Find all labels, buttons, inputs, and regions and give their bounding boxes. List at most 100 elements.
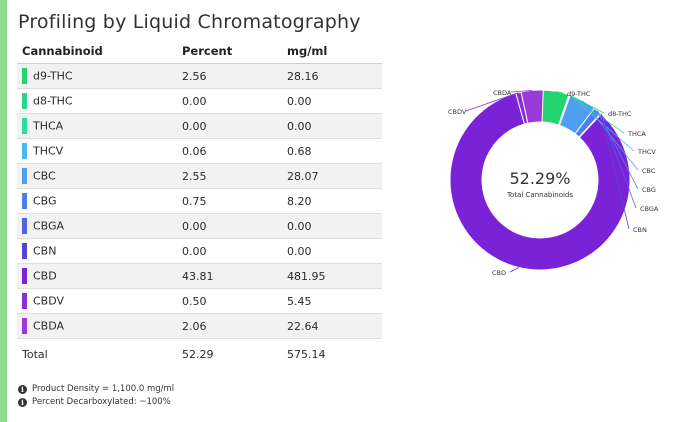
percent-cell: 0.50 — [182, 288, 287, 314]
cannabinoid-name-cell: THCA — [17, 113, 182, 139]
color-swatch — [22, 243, 27, 259]
table-row: CBN 0.00 0.00 — [17, 238, 382, 264]
table-row: THCA 0.00 0.00 — [17, 113, 382, 139]
chart-center-label: Total Cannabinoids — [506, 191, 573, 199]
cannabinoid-name: CBG — [33, 194, 57, 208]
table-row: d9-THC 2.56 28.16 — [17, 63, 382, 89]
slice-label-thca: THCA — [627, 130, 646, 138]
mgml-cell: 481.95 — [287, 263, 382, 289]
mgml-cell: 0.00 — [287, 88, 382, 114]
cannabinoid-name-cell: CBG — [17, 188, 182, 214]
leader-line-cbda — [510, 89, 533, 93]
table-row: CBDA 2.06 22.64 — [17, 313, 382, 339]
donut-slice-cbd[interactable] — [449, 92, 631, 271]
cannabinoid-donut-chart: d9-THC d8-THC THCA THCV CBC CBG CBGA CBN CBD CBDV… — [448, 89, 659, 277]
color-swatch — [22, 218, 27, 234]
slice-label-cbga: CBGA — [640, 205, 659, 213]
mgml-cell: 0.00 — [287, 213, 382, 239]
cannabinoid-name-cell: CBC — [17, 163, 182, 189]
footnotes: i Product Density = 1,100.0 mg/ml i Perc… — [18, 383, 174, 409]
slice-label-cbdv: CBDV — [448, 108, 467, 116]
leader-line-d9-thc — [555, 90, 564, 94]
slice-label-cbn: CBN — [633, 226, 647, 234]
mgml-cell: 5.45 — [287, 288, 382, 314]
table-row: CBD 43.81 481.95 — [17, 263, 382, 289]
slice-label-thcv: THCV — [637, 148, 656, 156]
total-mgml: 575.14 — [287, 338, 382, 367]
cannabinoid-name-cell: CBGA — [17, 213, 182, 239]
column-header-cannabinoid: Cannabinoid — [17, 39, 182, 64]
cannabinoid-name-cell: CBD — [17, 263, 182, 289]
leader-line-cbga — [600, 113, 637, 209]
color-swatch — [22, 193, 27, 209]
color-swatch — [22, 93, 27, 109]
note-decarb: i Percent Decarboxylated: ~100% — [18, 396, 174, 409]
cannabinoid-name: d8-THC — [33, 94, 73, 108]
total-percent: 52.29 — [182, 338, 287, 367]
table-row: CBGA 0.00 0.00 — [17, 213, 382, 239]
info-icon: i — [18, 385, 27, 394]
note-decarb-text: Percent Decarboxylated: ~100% — [32, 397, 171, 407]
cannabinoid-name: THCV — [33, 144, 64, 158]
color-swatch — [22, 293, 27, 309]
total-label: Total — [17, 338, 182, 367]
table-header-row: Cannabinoid Percent mg/ml — [17, 39, 382, 64]
cannabinoid-name: CBD — [33, 269, 57, 283]
cannabinoid-name: d9-THC — [33, 69, 73, 83]
color-swatch — [22, 268, 27, 284]
percent-cell: 0.00 — [182, 88, 287, 114]
color-swatch — [22, 68, 27, 84]
percent-cell: 43.81 — [182, 263, 287, 289]
mgml-cell: 0.68 — [287, 138, 382, 164]
cannabinoid-name: CBC — [33, 169, 56, 183]
color-swatch — [22, 318, 27, 334]
mgml-cell: 28.07 — [287, 163, 382, 189]
cannabinoid-name-cell: d8-THC — [17, 88, 182, 114]
note-density: i Product Density = 1,100.0 mg/ml — [18, 383, 174, 396]
note-density-text: Product Density = 1,100.0 mg/ml — [32, 384, 175, 394]
mgml-cell: 0.00 — [287, 238, 382, 264]
slice-label-d9-thc: d9-THC — [567, 90, 591, 98]
leader-line-cbd — [509, 267, 519, 273]
leader-line-thca — [569, 94, 625, 134]
slice-label-cbg: CBG — [642, 186, 656, 194]
cannabinoid-name-cell: THCV — [17, 138, 182, 164]
mgml-cell: 28.16 — [287, 63, 382, 89]
cannabinoid-name: CBDA — [33, 319, 65, 333]
color-swatch — [22, 168, 27, 184]
percent-cell: 0.00 — [182, 213, 287, 239]
slice-label-cbda: CBDA — [493, 89, 512, 97]
percent-cell: 0.00 — [182, 113, 287, 139]
color-swatch — [22, 118, 27, 134]
cannabinoid-name-cell: CBDA — [17, 313, 182, 339]
cannabinoid-name: THCA — [33, 119, 64, 133]
cannabinoid-name: CBDV — [33, 294, 65, 308]
percent-cell: 2.06 — [182, 313, 287, 339]
table-row: CBC 2.55 28.07 — [17, 163, 382, 189]
column-header-percent: Percent — [182, 39, 287, 64]
accent-bar — [0, 0, 7, 422]
total-row: Total 52.29 575.14 — [17, 338, 382, 367]
cannabinoid-table: Cannabinoid Percent mg/ml d9-THC 2.56 28.1… — [17, 39, 382, 367]
slice-label-cbd: CBD — [492, 269, 506, 277]
slice-label-cbc: CBC — [642, 167, 656, 175]
color-swatch — [22, 143, 27, 159]
cannabinoid-name-cell: CBDV — [17, 288, 182, 314]
slice-label-d8-thc: d8-THC — [608, 110, 632, 118]
table-row: THCV 0.06 0.68 — [17, 138, 382, 164]
percent-cell: 0.00 — [182, 238, 287, 264]
leader-line-d8-thc — [568, 94, 605, 114]
table-row: CBG 0.75 8.20 — [17, 188, 382, 214]
table-body: d9-THC 2.56 28.16 d8-THC 0.00 0.00 THCA 0.00 0.0… — [17, 63, 382, 339]
percent-cell: 0.06 — [182, 138, 287, 164]
chart-center-value: 52.29% — [509, 169, 570, 188]
percent-cell: 0.75 — [182, 188, 287, 214]
info-icon: i — [18, 398, 27, 407]
mgml-cell: 8.20 — [287, 188, 382, 214]
table-row: CBDV 0.50 5.45 — [17, 288, 382, 314]
table-row: d8-THC 0.00 0.00 — [17, 88, 382, 114]
leader-line-thcv — [569, 94, 635, 152]
leader-line-cbn — [600, 113, 630, 230]
cannabinoid-name-cell: d9-THC — [17, 63, 182, 89]
percent-cell: 2.55 — [182, 163, 287, 189]
